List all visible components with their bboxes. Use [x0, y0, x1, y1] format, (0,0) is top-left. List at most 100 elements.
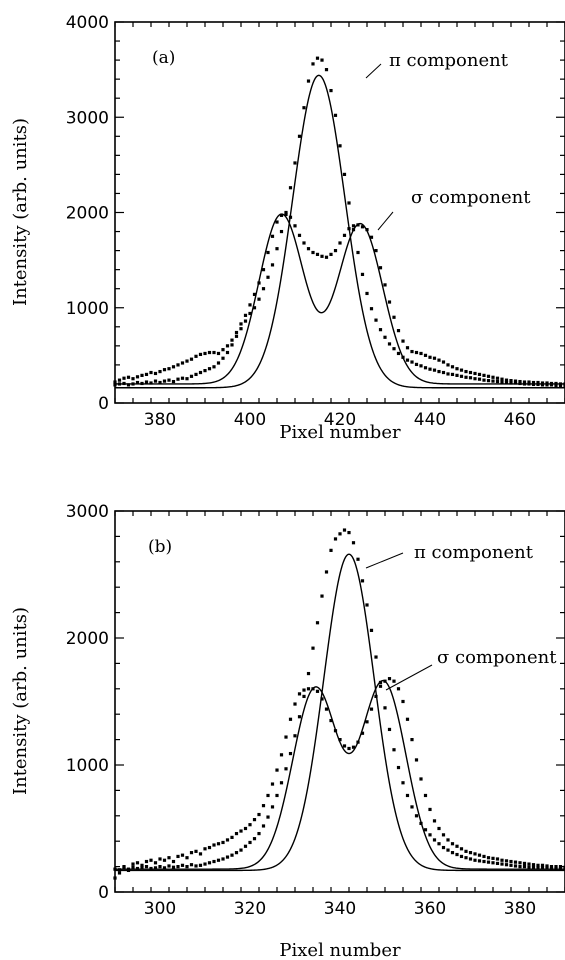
- sigma-data-point: [342, 233, 347, 237]
- sigma-data-point: [428, 807, 432, 812]
- pi-data-point: [387, 342, 392, 346]
- pi-data-point: [383, 706, 387, 710]
- pi-data-point: [509, 381, 513, 385]
- pi-data-point: [473, 858, 477, 862]
- sigma-data-point: [302, 688, 306, 692]
- sigma-data-point: [446, 838, 450, 842]
- pi-data-point: [306, 79, 311, 83]
- x-axis-label: Pixel number: [279, 422, 401, 443]
- pi-data-point: [185, 865, 189, 869]
- pi-fit-curve: [115, 74, 565, 389]
- pi-data-point: [239, 848, 243, 852]
- sigma-data-point: [203, 351, 207, 356]
- sigma-data-point: [527, 380, 531, 384]
- x-tick-label: 400: [234, 410, 266, 430]
- pi-data-point: [297, 134, 302, 138]
- pi-data-point: [230, 853, 234, 857]
- y-axis-ticks: 0 1000 2000 3000 4000: [66, 13, 565, 414]
- sigma-data-point: [149, 858, 153, 862]
- fit-curves: [115, 74, 565, 389]
- pi-data-point: [369, 307, 374, 311]
- sigma-data-point: [198, 852, 203, 856]
- sigma-data-point: [455, 844, 459, 848]
- sigma-data-point: [396, 329, 401, 333]
- pi-data-point: [153, 866, 158, 870]
- pi-data-point: [428, 367, 432, 371]
- sigma-data-point: [288, 717, 293, 721]
- pi-data-point: [360, 272, 365, 277]
- sigma-data-point: [329, 252, 333, 257]
- y-axis-label: Intensity (arb. units): [10, 607, 31, 795]
- pi-data-point: [248, 840, 252, 845]
- sigma-data-point: [171, 859, 176, 864]
- sigma-data-point: [284, 735, 288, 739]
- sigma-data-point: [423, 793, 428, 798]
- pi-data-point: [311, 646, 315, 650]
- pi-data-point: [365, 291, 369, 296]
- sigma-data-point: [477, 372, 482, 377]
- pi-data-point: [333, 537, 338, 541]
- x-tick-label: 360: [414, 899, 446, 919]
- pi-data-point: [293, 734, 297, 738]
- sigma-data-point: [311, 687, 315, 691]
- pi-data-point: [216, 361, 221, 365]
- pi-data-point: [162, 379, 167, 383]
- sigma-data-point: [513, 379, 518, 383]
- sigma-data-point: [441, 833, 446, 837]
- pi-data-point: [554, 383, 558, 387]
- sigma-data-point: [347, 746, 351, 751]
- sigma-data-point: [513, 860, 518, 864]
- pi-data-point: [324, 570, 329, 574]
- pi-data-point: [117, 868, 122, 872]
- sigma-data-point: [266, 793, 270, 798]
- sigma-data-point: [113, 876, 117, 880]
- sigma-data-point: [261, 268, 266, 272]
- sigma-data-point: [122, 865, 126, 869]
- x-tick-label: 420: [324, 410, 356, 430]
- y-axis-ticks: 0 1000 2000 3000: [66, 502, 565, 903]
- sigma-data-point: [189, 851, 194, 855]
- pi-data-point: [270, 263, 275, 267]
- sigma-data-point: [216, 842, 221, 846]
- sigma-fit-curve: [115, 679, 565, 870]
- sigma-data-point: [536, 380, 540, 385]
- pi-data-point: [320, 594, 324, 598]
- pi-data-point: [216, 858, 221, 862]
- sigma-data-point: [311, 250, 315, 255]
- sigma-data-point: [257, 812, 261, 817]
- pi-data-point: [437, 842, 441, 846]
- sigma-data-point: [342, 744, 347, 748]
- pi-annotation-leader: [365, 63, 382, 79]
- sigma-data-point: [212, 350, 216, 355]
- pi-data-point: [554, 866, 558, 871]
- sigma-data-point: [414, 350, 419, 355]
- sigma-data-point: [122, 376, 126, 380]
- sigma-data-point: [320, 254, 324, 258]
- sigma-data-point: [558, 865, 563, 869]
- data-points: [113, 528, 565, 880]
- pi-data-point: [545, 383, 549, 387]
- y-tick-label: 3000: [66, 502, 109, 522]
- sigma-data-point: [140, 373, 144, 377]
- pi-data-point: [459, 374, 464, 378]
- x-axis-ticks: 300 320 340 360 380: [114, 511, 565, 919]
- pi-data-point: [212, 859, 216, 864]
- sigma-data-point: [221, 348, 225, 352]
- sigma-data-point: [126, 375, 131, 379]
- sigma-data-point: [437, 358, 441, 362]
- sigma-data-point: [158, 857, 162, 861]
- pi-data-point: [500, 380, 504, 384]
- pi-data-point: [459, 854, 464, 859]
- pi-data-point: [180, 376, 185, 380]
- pi-annotation-label: π component: [414, 542, 534, 563]
- pi-data-point: [270, 805, 275, 809]
- sigma-data-point: [261, 804, 266, 808]
- sigma-data-point: [297, 233, 302, 237]
- pi-data-point: [297, 715, 302, 719]
- sigma-data-point: [149, 370, 153, 375]
- pi-data-point: [563, 867, 565, 871]
- pi-data-point: [333, 113, 338, 117]
- pi-data-point: [234, 334, 239, 338]
- sigma-data-point: [230, 835, 234, 839]
- sigma-data-point: [113, 380, 117, 384]
